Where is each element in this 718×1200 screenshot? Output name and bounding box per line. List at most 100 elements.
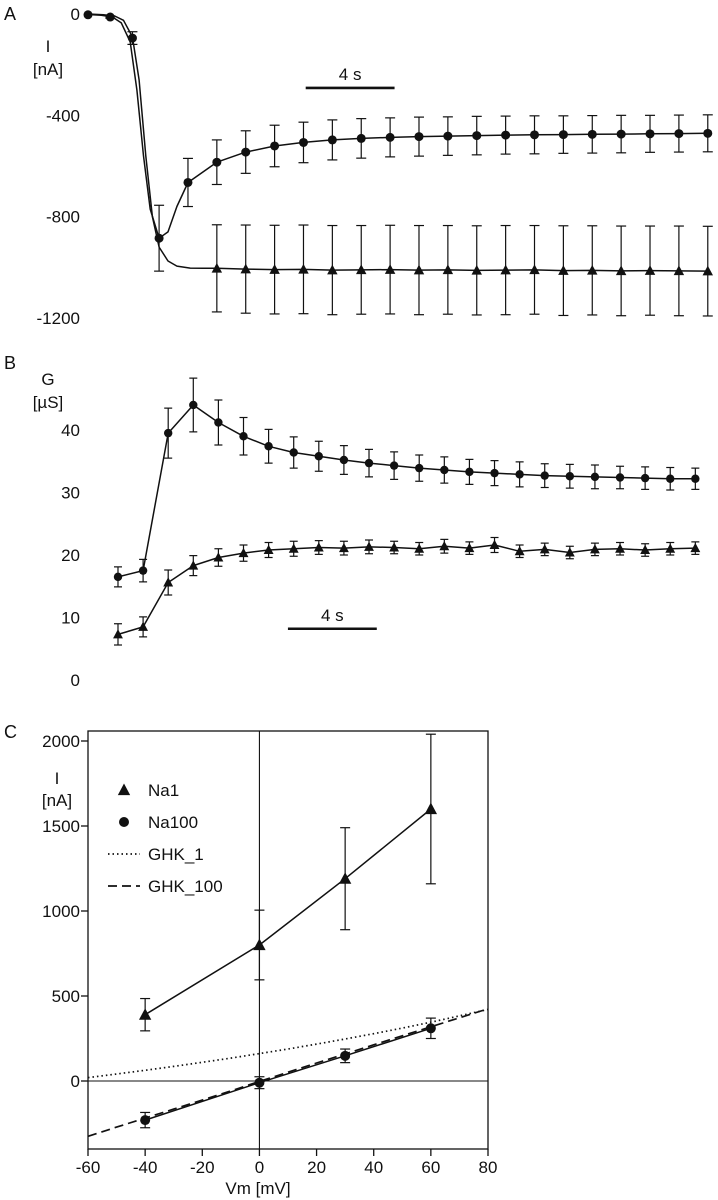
triangle-marker-Na1 — [288, 543, 299, 553]
circle-marker-Na100 — [314, 452, 324, 461]
circle-marker-Na100 — [163, 428, 173, 438]
circle-marker-Na100 — [615, 473, 625, 482]
triangle-marker-Na1 — [702, 265, 714, 276]
triangle-marker-Na1 — [489, 539, 500, 550]
series-line-Na1 — [117, 544, 696, 636]
triangle-marker-Na1 — [269, 264, 280, 274]
triangle-marker-Na1 — [615, 543, 625, 553]
circle-marker-Na100 — [530, 130, 540, 140]
circle-marker-Na100 — [264, 442, 273, 451]
panel-a-current-vs-time-chart: A I [nA] 0 -400 -800 -1200 4 s — [4, 4, 714, 328]
triangle-marker-Na1 — [364, 541, 374, 551]
y-tick-label: 2000 — [42, 732, 80, 751]
series-Na1 — [113, 536, 701, 646]
circle-marker-Na100 — [298, 137, 308, 147]
circle-marker-Na100 — [640, 473, 650, 483]
triangle-marker-Na1 — [615, 265, 627, 276]
circle-marker-Na100 — [425, 1023, 436, 1034]
circle-marker-Na100 — [113, 572, 123, 582]
y-tick-label: 1500 — [42, 817, 80, 836]
series-GHK_100 — [87, 1007, 489, 1138]
triangle-marker-Na1 — [439, 541, 450, 551]
series-Na1 — [87, 13, 714, 317]
y-axis-label: G — [41, 370, 54, 389]
circle-marker-Na100 — [327, 135, 337, 145]
series-Na100 — [113, 377, 700, 588]
circle-marker-Na100 — [590, 472, 600, 482]
triangle-marker-Na1 — [514, 546, 525, 556]
circle-marker-Na100 — [616, 129, 626, 139]
legend: Na1 Na100 GHK_1 GHK_100 — [108, 781, 223, 896]
series-line-Na100 — [144, 1027, 432, 1121]
legend-label-Na100: Na100 — [148, 813, 198, 832]
circle-marker-Na100 — [565, 472, 575, 481]
triangle-marker-Na1 — [389, 542, 400, 552]
circle-marker-Na100 — [189, 400, 198, 410]
triangle-marker-Na1 — [644, 265, 656, 275]
triangle-marker-Na1 — [163, 577, 174, 587]
circle-marker-Na100 — [212, 157, 222, 167]
triangle-marker-Na1 — [338, 542, 349, 553]
circle-marker-Na100 — [364, 458, 374, 468]
circle-marker-Na100 — [558, 130, 568, 140]
triangle-marker-Na1 — [313, 542, 324, 552]
panel-letter-B: B — [4, 353, 16, 373]
legend-triangle-marker — [117, 783, 131, 796]
circle-marker-Na100 — [414, 132, 424, 142]
y-axis-label: [µS] — [33, 393, 64, 412]
circle-marker-Na100 — [415, 463, 424, 473]
scale-bar-label: 4 s — [339, 65, 362, 84]
circle-marker-Na100 — [587, 129, 597, 139]
triangle-marker-Na1 — [640, 544, 651, 555]
triangle-marker-Na1 — [253, 938, 266, 951]
circle-marker-Na100 — [83, 10, 93, 20]
circle-marker-Na100 — [385, 132, 395, 142]
x-tick-label: -40 — [133, 1158, 158, 1177]
triangle-marker-Na1 — [188, 560, 199, 570]
y-tick-label: 0 — [71, 671, 80, 690]
panel-letter-C: C — [4, 722, 17, 742]
series-line-Na1 — [87, 13, 708, 272]
circle-marker-Na100 — [666, 474, 675, 483]
x-tick-label: 80 — [479, 1158, 498, 1177]
x-axis-label: Vm [mV] — [225, 1179, 290, 1198]
x-tick-label: -20 — [190, 1158, 215, 1177]
triangle-marker-Na1 — [587, 264, 598, 275]
panel-c-current-voltage-chart: C I [nA] 0 500 1000 1500 2000 -60 -40 -20 0 20 40 60 80… — [4, 722, 498, 1198]
circle-marker-Na100 — [501, 130, 511, 140]
y-axis-label: [nA] — [42, 791, 72, 810]
triangle-marker-Na1 — [529, 264, 540, 275]
triangle-marker-Na1 — [539, 544, 550, 554]
circle-marker-Na100 — [105, 12, 115, 22]
triangle-marker-Na1 — [414, 543, 425, 553]
circle-marker-Na100 — [465, 467, 474, 477]
triangle-marker-Na1 — [558, 265, 569, 275]
triangle-marker-Na1 — [424, 802, 438, 815]
legend-label-GHK_1: GHK_1 — [148, 845, 204, 864]
series-GHK_1 — [87, 1008, 489, 1079]
x-tick-label: 0 — [255, 1158, 264, 1177]
series-line-Na100 — [87, 13, 708, 239]
circle-marker-Na100 — [214, 418, 223, 427]
y-tick-label: -400 — [46, 106, 80, 125]
circle-marker-Na100 — [540, 471, 549, 480]
circle-marker-Na100 — [241, 147, 251, 157]
circle-marker-Na100 — [674, 129, 684, 139]
triangle-marker-Na1 — [564, 547, 575, 557]
legend-label-Na1: Na1 — [148, 781, 179, 800]
x-tick-label: 20 — [307, 1158, 326, 1177]
series-line-Na100 — [117, 404, 696, 578]
panel-b-conductance-vs-time-chart: B G [µS] 0 10 20 30 40 4 s — [4, 353, 701, 690]
triangle-marker-Na1 — [138, 1008, 152, 1020]
y-tick-label: 40 — [61, 421, 80, 440]
triangle-marker-Na1 — [211, 262, 223, 273]
series-Na100 — [83, 10, 713, 272]
scale-bar-label: 4 s — [321, 606, 344, 625]
legend-circle-marker — [119, 817, 129, 827]
series-Na100 — [140, 1017, 436, 1129]
series-line-Na1 — [144, 808, 432, 1016]
triangle-marker-Na1 — [673, 265, 685, 276]
circle-marker-Na100 — [703, 128, 713, 138]
circle-marker-Na100 — [138, 566, 148, 575]
y-tick-label: 20 — [61, 546, 80, 565]
